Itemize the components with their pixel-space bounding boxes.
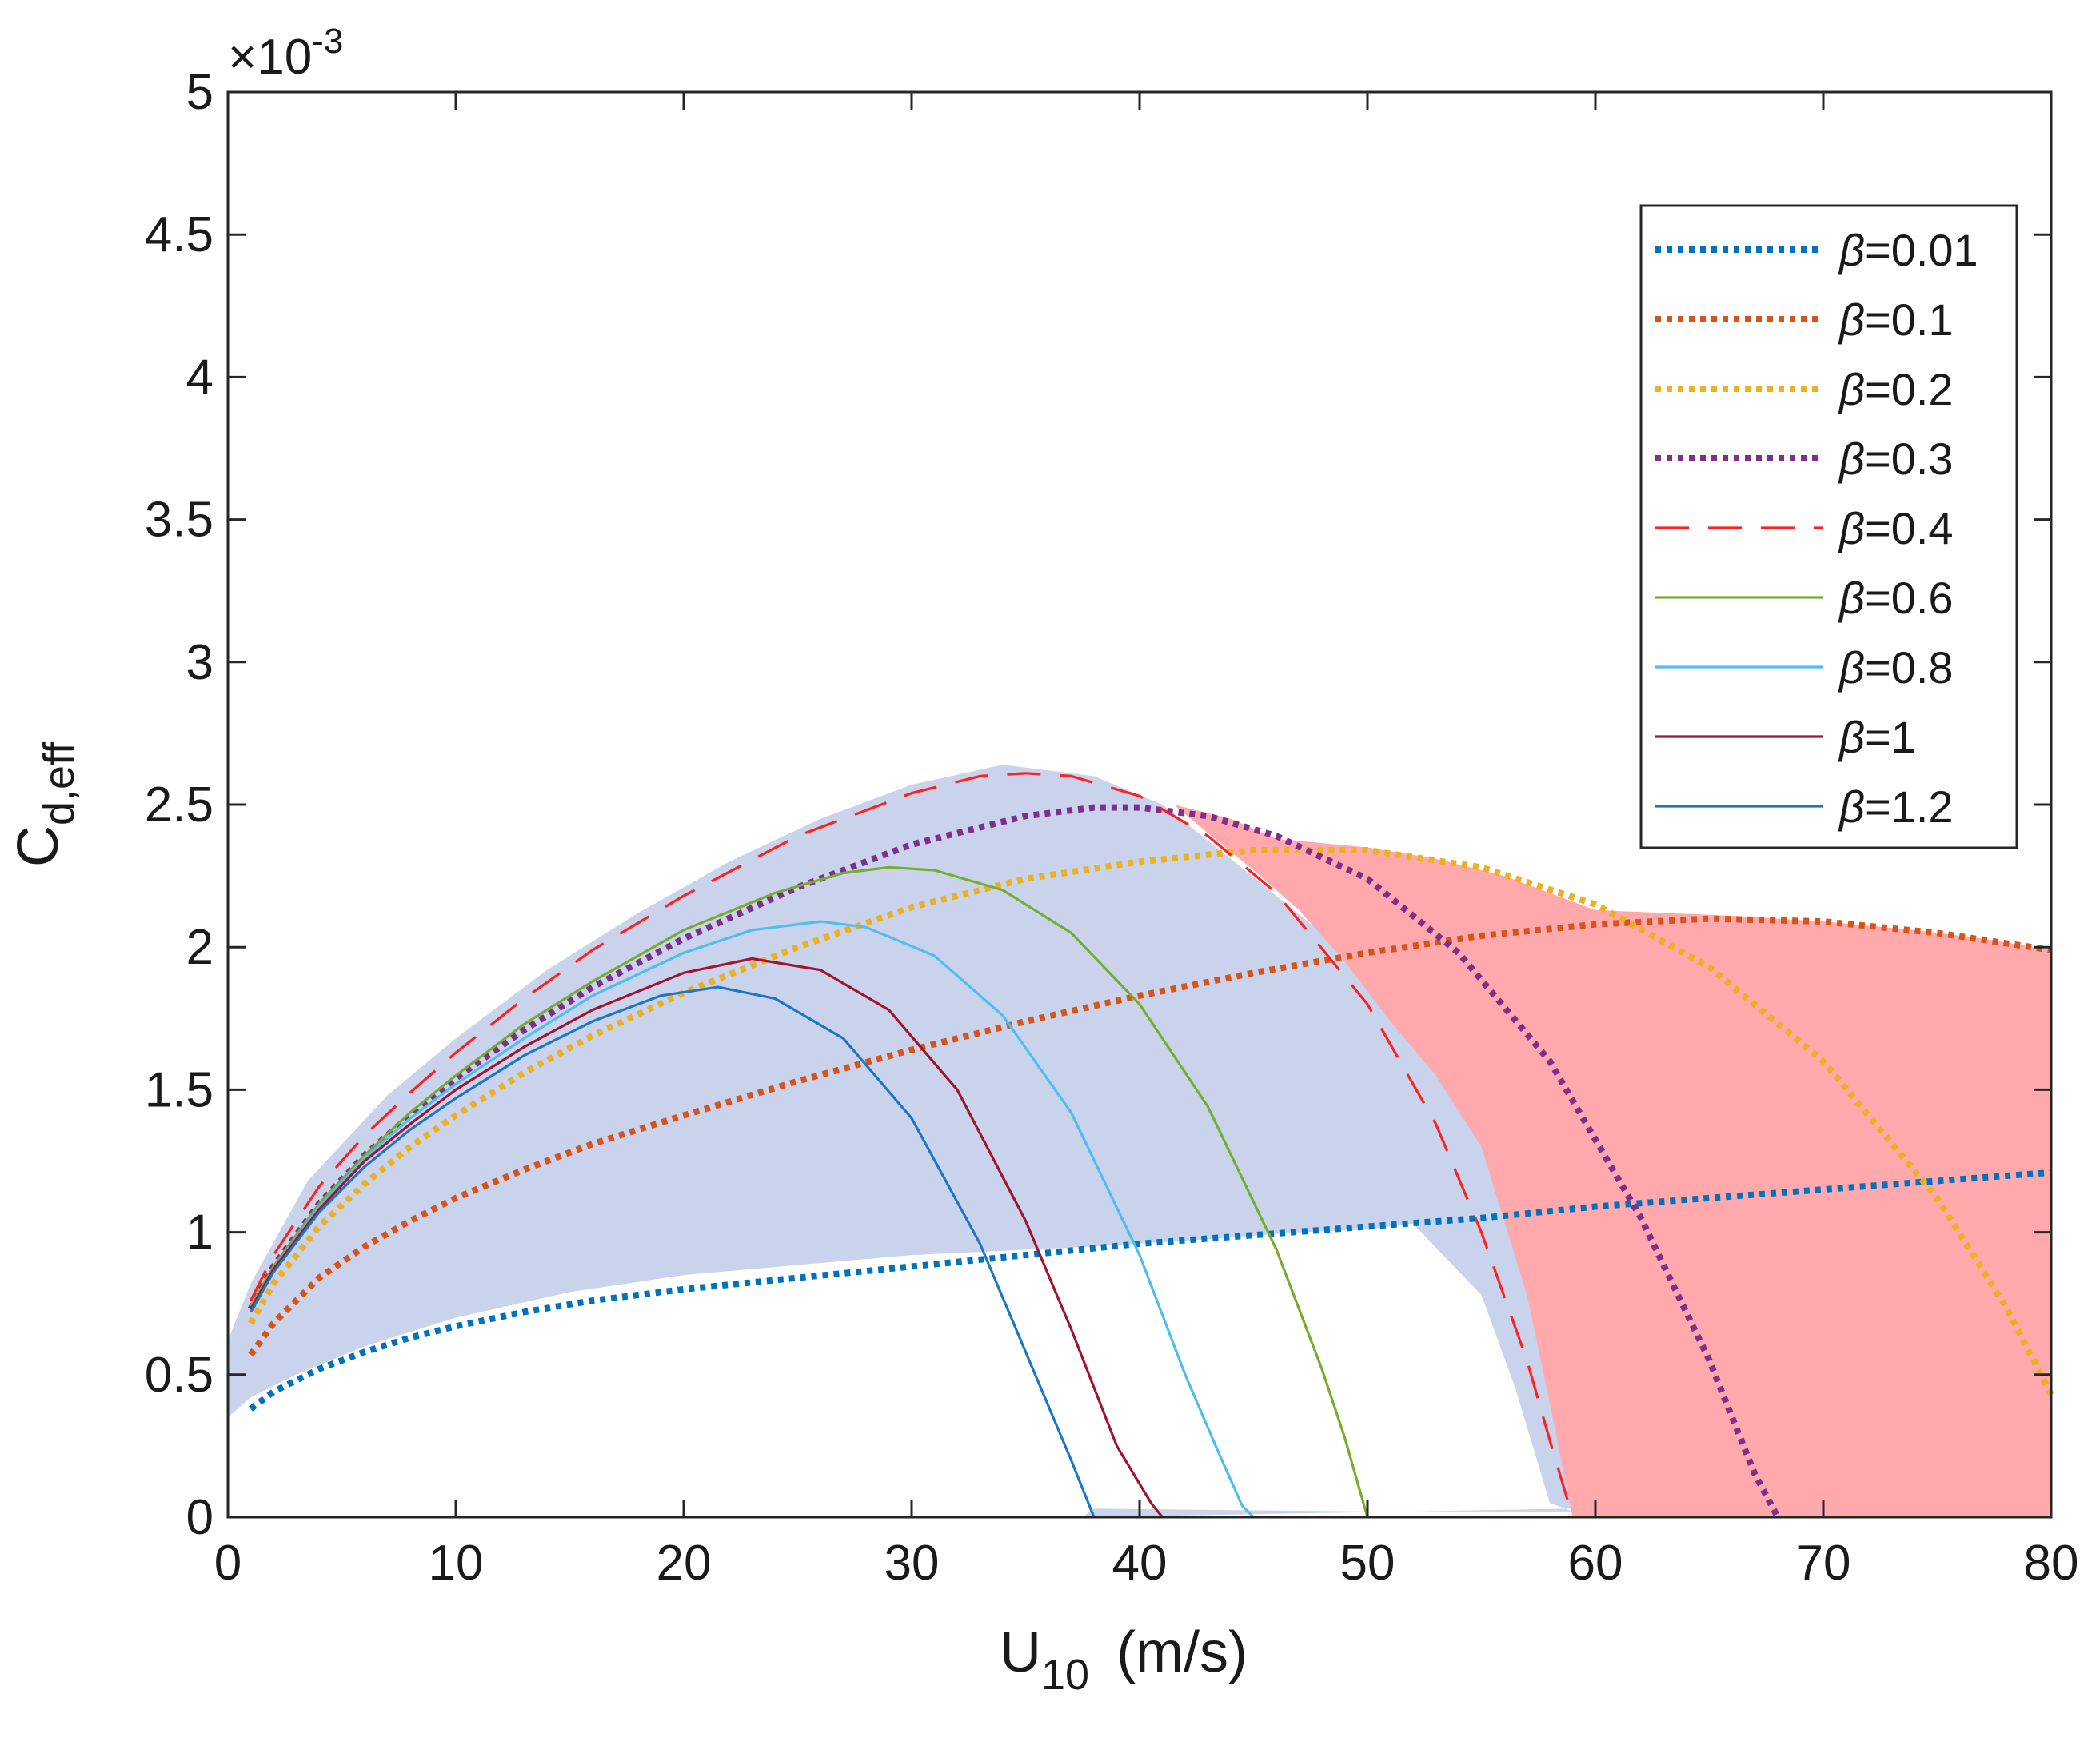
legend-label-0.4: β=0.4	[1838, 503, 1954, 553]
series-line-0.01	[249, 1169, 2052, 1412]
y-tick-label: 4	[186, 350, 214, 405]
legend-label-0.2: β=0.2	[1838, 364, 1954, 414]
legend-label-0.3: β=0.3	[1838, 434, 1954, 484]
series-line-0.6	[250, 865, 1369, 1518]
x-tick-label: 60	[1568, 1536, 1623, 1591]
y-tick-label: 4.5	[145, 207, 214, 262]
legend-label-1.2: β=1.2	[1838, 781, 1954, 832]
y-tick-label: 2.5	[145, 777, 214, 833]
axis-ticks: 0 10 20 30 40 50 60 70 80 0 0.5 1 1.5 2 2.5 3 3.5 4 4.5 5	[145, 65, 2079, 1591]
legend: β=0.01 β=0.1 β=0.2 β=0.3 β=0.4 β=0.6 β=0.8 β=1 β…	[1639, 204, 2018, 849]
legend-label-0.8: β=0.8	[1838, 642, 1954, 693]
legend-items: β=0.01 β=0.1 β=0.2 β=0.3 β=0.4 β=0.6 β=0.8 β=1 β…	[1655, 225, 1978, 832]
shaded-regions	[228, 765, 2051, 1517]
y-tick-label: 1	[186, 1205, 214, 1261]
x-tick-label: 0	[214, 1536, 242, 1591]
series-line-1.2	[250, 985, 1096, 1518]
red-envelope	[1173, 805, 2051, 1517]
legend-label-0.6: β=0.6	[1838, 573, 1954, 623]
x-tick-label: 80	[2024, 1536, 2079, 1591]
legend-box	[1639, 204, 2018, 849]
y-tick-label: 1.5	[145, 1062, 214, 1117]
x-axis-label-main: U	[1000, 1620, 1041, 1684]
series-line-1	[250, 957, 1164, 1518]
legend-label-0.01: β=0.01	[1838, 225, 1978, 275]
y-axis-multiplier-exponent: -3	[312, 22, 343, 61]
series-line-0.1	[248, 915, 2052, 1357]
y-tick-label: 3.5	[145, 493, 214, 548]
y-axis-label: Cd,eff	[6, 741, 83, 867]
y-tick-label: 5	[186, 65, 214, 120]
series-line-0.8	[250, 920, 1255, 1519]
x-tick-label: 10	[429, 1536, 484, 1591]
y-axis-label-main: C	[6, 825, 70, 867]
blue-envelope	[228, 765, 1573, 1517]
y-tick-label: 0	[186, 1490, 214, 1545]
y-tick-label: 0.5	[145, 1348, 214, 1403]
x-tick-label: 40	[1112, 1536, 1168, 1591]
legend-label-1: β=1	[1838, 712, 1916, 762]
x-tick-label: 30	[884, 1536, 940, 1591]
x-axis-label-subscript: 10	[1041, 1651, 1089, 1699]
series-line-0.4	[250, 772, 1575, 1518]
y-axis-label-subscript: d,eff	[35, 741, 83, 825]
y-tick-label: 3	[186, 635, 214, 690]
series-layer	[247, 772, 2054, 1519]
legend-label-0.1: β=0.1	[1838, 294, 1954, 345]
x-tick-label: 70	[1796, 1536, 1851, 1591]
x-tick-label: 20	[657, 1536, 712, 1591]
x-axis-label: U10 (m/s)	[1000, 1620, 1248, 1699]
y-axis-multiplier: ×10-3	[228, 22, 343, 85]
y-tick-label: 2	[186, 920, 214, 975]
x-axis-label-unit: (m/s)	[1116, 1620, 1248, 1684]
x-tick-label: 50	[1340, 1536, 1395, 1591]
series-line-0.3	[247, 804, 1781, 1519]
